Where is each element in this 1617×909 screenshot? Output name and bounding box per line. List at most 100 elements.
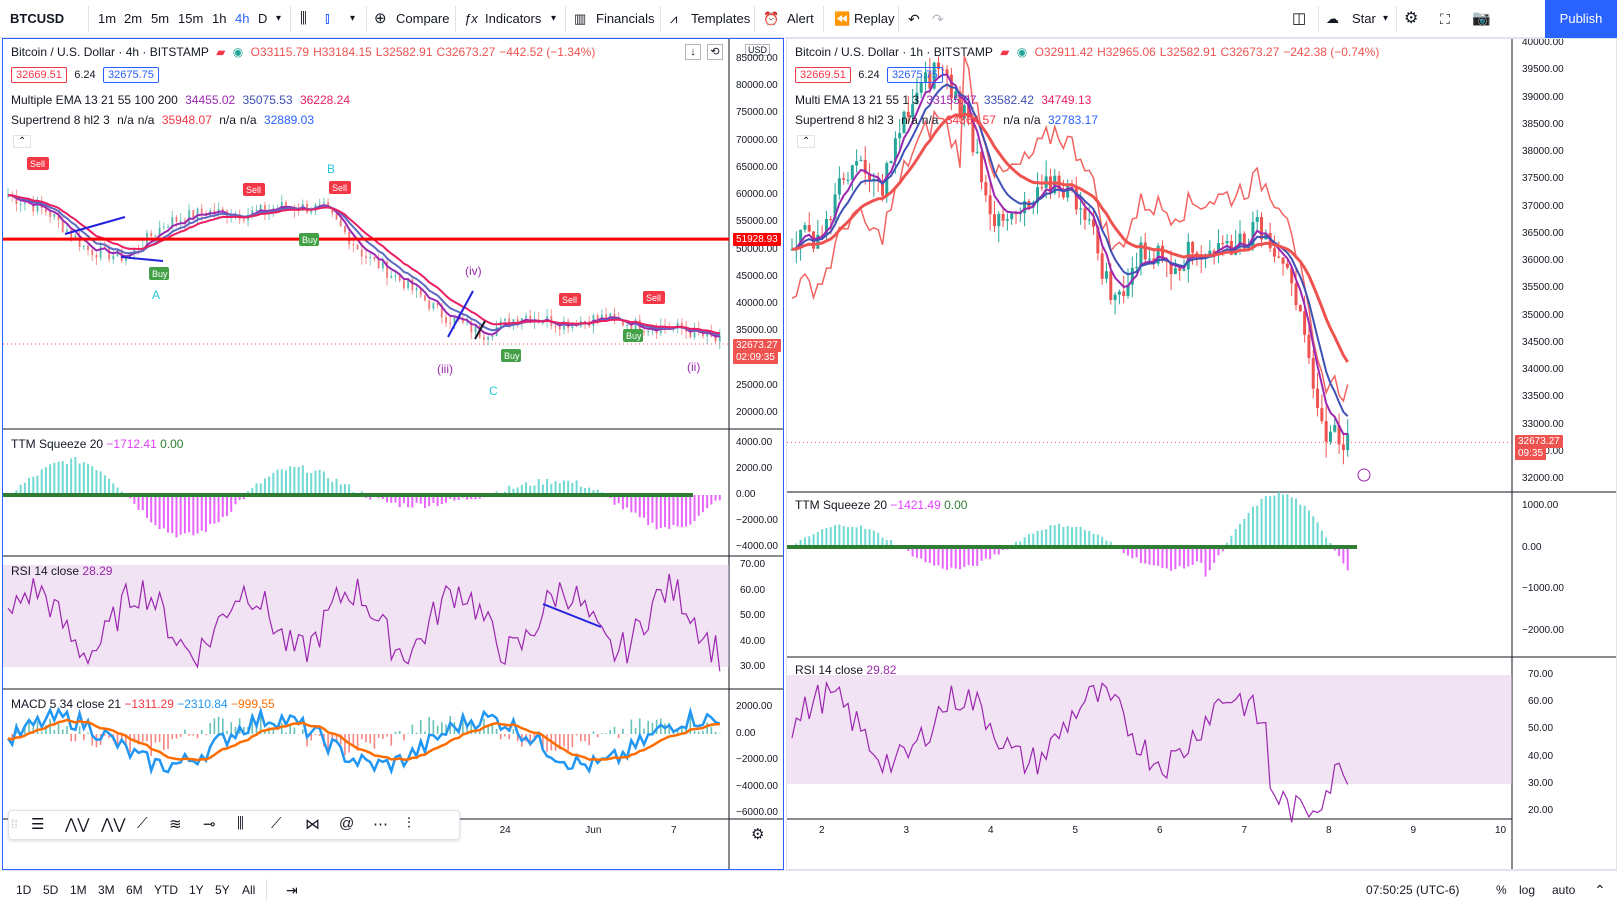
left-ema-legend[interactable]: Multiple EMA 13 21 55 100 200 34455.02 3…	[11, 93, 354, 107]
interval-2m[interactable]: 2m	[124, 0, 142, 38]
right-countdown-tag: 09:35	[1515, 447, 1546, 460]
gear-icon[interactable]: ⚙	[751, 825, 764, 843]
range-1y[interactable]: 1Y	[189, 871, 204, 909]
wave-label-marker	[1358, 469, 1370, 481]
arrow-down-icon[interactable]: ↓	[685, 44, 701, 60]
chevron-down-icon[interactable]: ▾	[350, 0, 355, 38]
candles-icon[interactable]: ⫾	[325, 0, 330, 38]
layout-icon[interactable]: ◫	[1292, 0, 1306, 38]
ttm-bar	[184, 495, 186, 533]
ttm-bar	[45, 467, 47, 495]
interval-5m[interactable]: 5m	[151, 0, 169, 38]
symbol-search[interactable]: BTCUSD	[10, 0, 64, 38]
left-symbol-title[interactable]: Bitcoin / U.S. Dollar · 4h · BITSTAMP	[11, 45, 209, 59]
drag-handle-icon[interactable]: ⁞⁞	[11, 817, 18, 831]
range-1m[interactable]: 1M	[70, 871, 87, 909]
bid-price[interactable]: 32669.51	[11, 67, 67, 83]
interval-1m[interactable]: 1m	[98, 0, 116, 38]
collapse-legend-chevron-icon[interactable]: ⌃	[13, 135, 31, 148]
spiral-icon[interactable]: @	[339, 815, 354, 832]
signal-label: Buy	[302, 235, 318, 245]
bid-price[interactable]: 32669.51	[795, 67, 851, 83]
replay-button[interactable]: Replay	[854, 0, 894, 38]
publish-button[interactable]: Publish	[1545, 0, 1617, 38]
ttm-bar	[972, 547, 974, 566]
ttm-bar	[1317, 522, 1319, 547]
axis-tick-label: 37500.00	[1522, 173, 1564, 184]
range-5d[interactable]: 5D	[43, 871, 58, 909]
chevron-down-icon[interactable]: ▾	[276, 0, 281, 38]
left-rsi-legend[interactable]: RSI 14 close 28.29	[11, 564, 112, 578]
refresh-icon[interactable]: ⟲	[707, 44, 723, 60]
interval-15m[interactable]: 15m	[178, 0, 203, 38]
macd-line	[8, 710, 720, 773]
time-tick-label: 10	[1495, 825, 1506, 836]
bars-pattern-icon[interactable]: ⫼	[237, 815, 244, 832]
clock-time[interactable]: 07:50:25 (UTC-6)	[1366, 871, 1459, 909]
date-range-icon[interactable]: ⋯	[373, 815, 388, 833]
parallel-channel-icon[interactable]: ≋	[169, 815, 182, 833]
range-all[interactable]: All	[242, 871, 255, 909]
percent-toggle[interactable]: %	[1496, 871, 1507, 909]
chevron-up-icon[interactable]: ⌃	[1594, 871, 1606, 909]
right-ttm-legend[interactable]: TTM Squeeze 20 −1421.49 0.00	[795, 498, 967, 512]
ask-price[interactable]: 32675.75	[887, 67, 943, 83]
left-ttm-legend[interactable]: TTM Squeeze 20 −1712.41 0.00	[11, 437, 183, 451]
right-chart-pane[interactable]: Bitcoin / U.S. Dollar · 1h · BITSTAMP ▰ …	[786, 38, 1617, 870]
ray-icon[interactable]: ⟋	[271, 815, 282, 832]
range-ytd[interactable]: YTD	[154, 871, 178, 909]
dot-icon: ◉	[233, 45, 243, 59]
go-to-date-icon[interactable]: ⇥	[286, 871, 298, 909]
plus-circle-icon[interactable]: ⊕	[374, 0, 387, 38]
candle-body	[715, 337, 717, 341]
interval-1h[interactable]: 1h	[212, 0, 226, 38]
axis-tick-label: −6000.00	[736, 807, 778, 818]
collapse-legend-chevron-icon[interactable]: ⌃	[797, 135, 815, 148]
xabcd-icon[interactable]: ⋈	[305, 815, 320, 833]
st-value: 34364.57	[946, 113, 996, 127]
range-5y[interactable]: 5Y	[215, 871, 230, 909]
ask-price[interactable]: 32675.75	[103, 67, 159, 83]
horizontal-ray-icon[interactable]: ⊸	[203, 815, 216, 833]
auto-toggle[interactable]: auto	[1552, 871, 1575, 909]
indicators-button[interactable]: Indicators	[485, 0, 541, 38]
abc-pattern-icon[interactable]: ⋀⋁	[101, 815, 126, 833]
range-1d[interactable]: 1D	[16, 871, 31, 909]
lines-icon[interactable]: ☰	[31, 815, 44, 833]
right-chart-canvas[interactable]	[787, 39, 1617, 870]
range-3m[interactable]: 3M	[98, 871, 115, 909]
left-macd-legend[interactable]: MACD 5 34 close 21 −1311.29 −2310.84 −99…	[11, 697, 275, 711]
fx-icon[interactable]: ƒx	[464, 0, 478, 38]
trendline-icon[interactable]: ⟋	[137, 815, 148, 832]
chevron-down-icon[interactable]: ▾	[551, 0, 556, 38]
chevron-down-icon[interactable]: ▾	[1383, 0, 1388, 38]
time-tick-label: 7	[1242, 825, 1248, 836]
range-6m[interactable]: 6M	[126, 871, 143, 909]
gear-icon[interactable]: ⚙	[1404, 0, 1418, 38]
ttm-bar	[1312, 516, 1314, 547]
camera-icon[interactable]: 📷	[1472, 0, 1491, 38]
long-position-icon[interactable]: ⫶	[407, 815, 411, 832]
templates-button[interactable]: Templates	[691, 0, 750, 38]
macd-hist-bar	[441, 722, 443, 734]
financials-button[interactable]: Financials	[596, 0, 655, 38]
log-toggle[interactable]: log	[1519, 871, 1535, 909]
star-button[interactable]: Star	[1352, 0, 1376, 38]
undo-icon[interactable]: ↶	[908, 0, 920, 38]
alert-button[interactable]: Alert	[787, 0, 814, 38]
right-rsi-legend[interactable]: RSI 14 close 29.82	[795, 663, 896, 677]
fullscreen-icon[interactable]: ⛶	[1440, 0, 1450, 38]
right-symbol-title[interactable]: Bitcoin / U.S. Dollar · 1h · BITSTAMP	[795, 45, 993, 59]
wave-pattern-icon[interactable]: ⋀⋁	[65, 815, 90, 833]
interval-d[interactable]: D	[258, 0, 267, 38]
ttm-bar	[1200, 547, 1202, 563]
interval-4h[interactable]: 4h	[235, 0, 249, 38]
redo-icon[interactable]: ↷	[932, 0, 944, 38]
compare-button[interactable]: Compare	[396, 0, 449, 38]
bar-chart-icon[interactable]: ⫼	[300, 0, 307, 38]
right-ema-legend[interactable]: Multi EMA 13 21 55 1 3 33155.07 33582.42…	[795, 93, 1095, 107]
